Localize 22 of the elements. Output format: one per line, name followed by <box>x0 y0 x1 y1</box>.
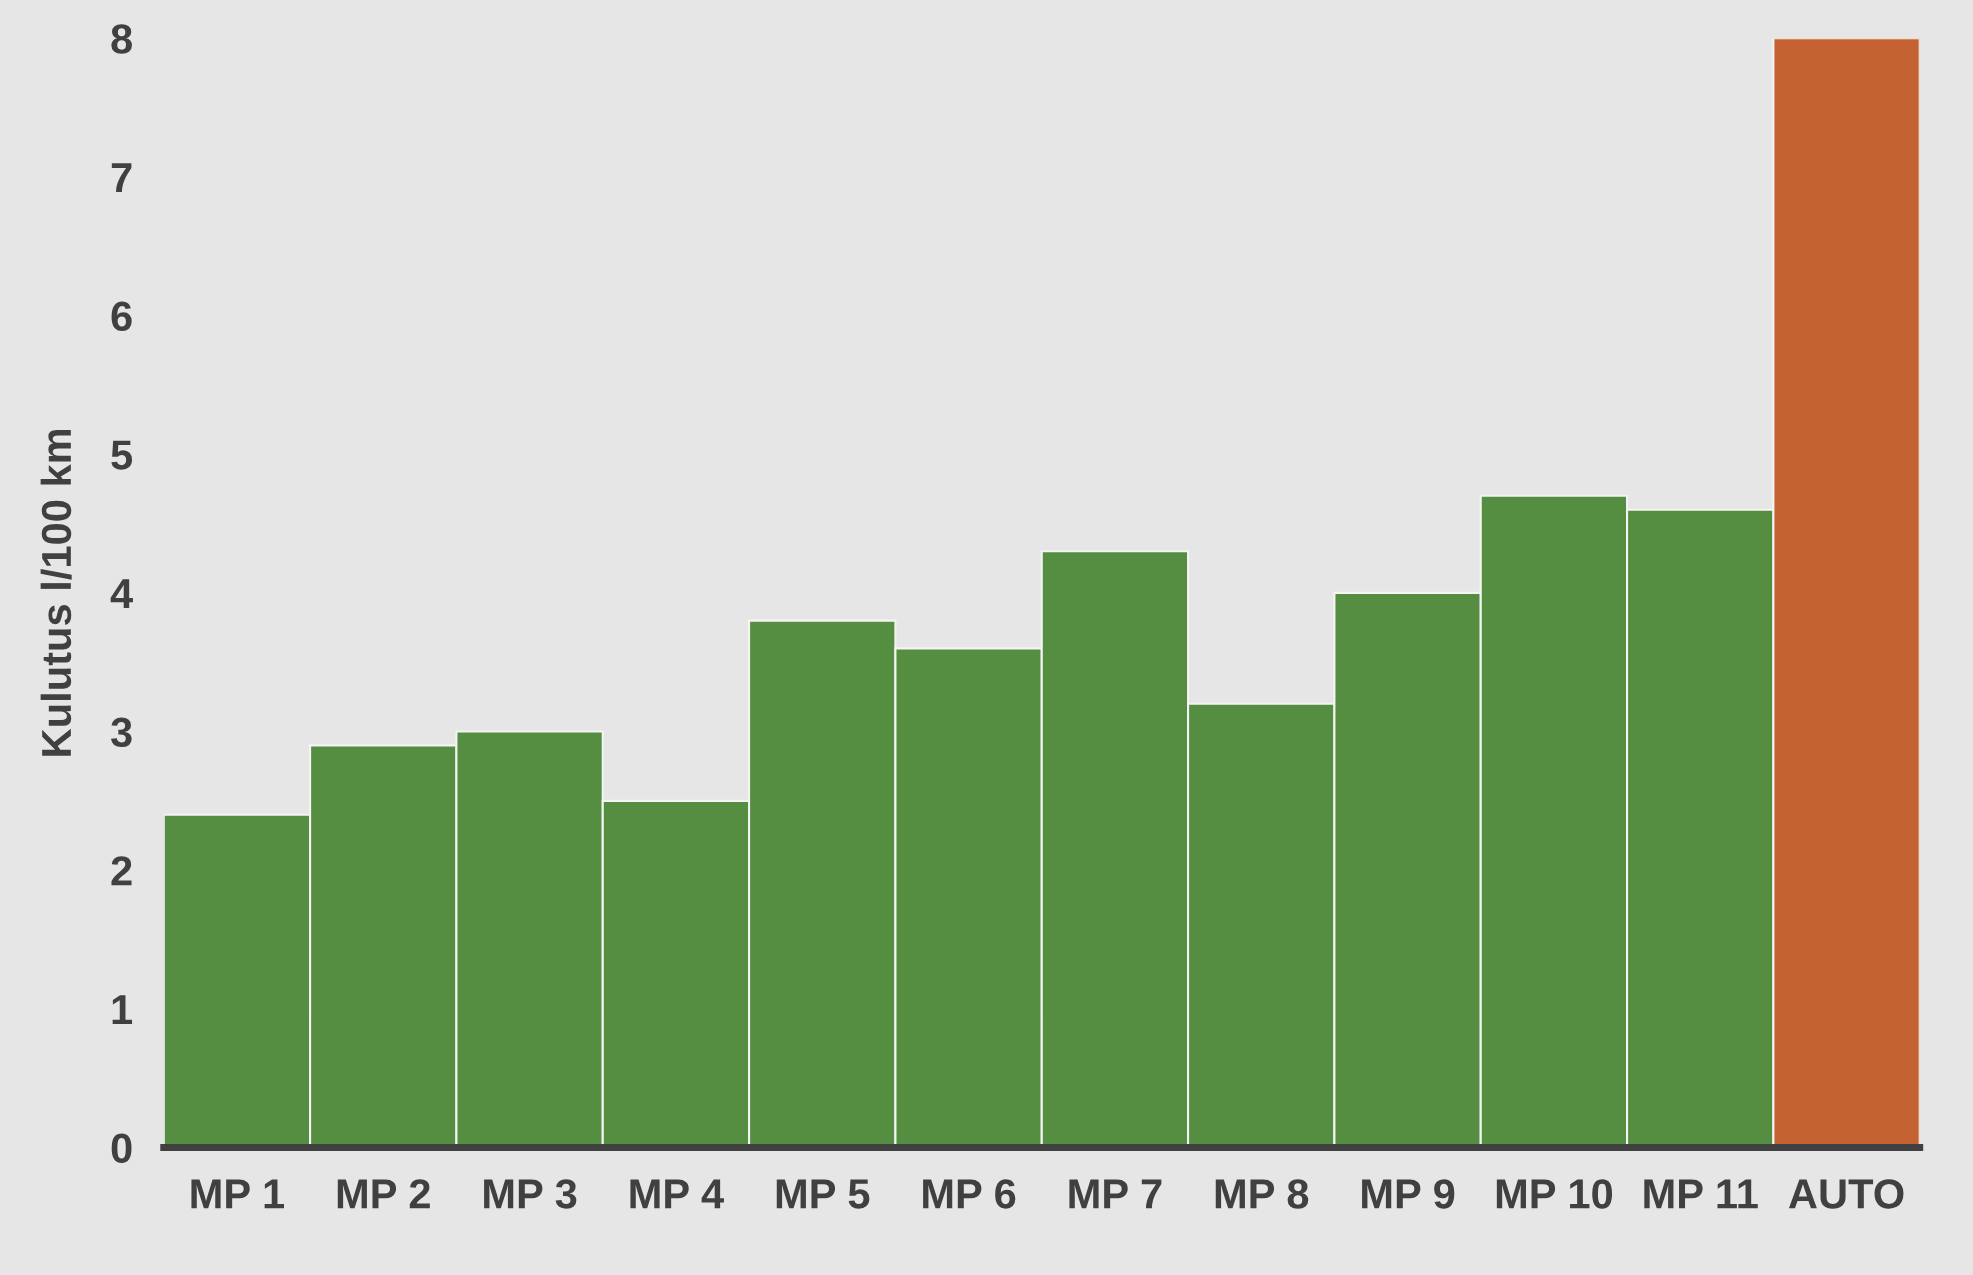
x-tick-label: AUTO <box>1788 1179 1904 1209</box>
y-tick-label: 8 <box>111 24 132 54</box>
x-tick-label: MP 5 <box>776 1179 870 1209</box>
y-tick-label: 7 <box>111 163 132 192</box>
y-tick-label: 3 <box>110 717 132 748</box>
y-tick-label: 0 <box>111 1133 132 1164</box>
x-tick-label: MP 11 <box>1644 1179 1758 1209</box>
x-tick-label: MP 7 <box>1069 1179 1162 1209</box>
x-tick-label: MP 3 <box>484 1179 577 1209</box>
y-tick-label: 6 <box>111 301 132 332</box>
x-tick-label: MP 8 <box>1215 1179 1309 1209</box>
x-tick-label: MP 4 <box>630 1179 724 1209</box>
x-tick-label: MP 10 <box>1496 1179 1613 1209</box>
y-tick-label: 5 <box>111 440 133 470</box>
x-tick-label: MP 2 <box>337 1179 430 1209</box>
x-tick-label: MP 6 <box>923 1179 1016 1209</box>
y-tick-label: 4 <box>110 579 133 608</box>
y-tick-label: 2 <box>111 856 132 886</box>
x-tick-label: MP 1 <box>191 1179 285 1209</box>
y-tick-label: 1 <box>112 995 133 1024</box>
x-tick-label: MP 9 <box>1362 1179 1455 1209</box>
y-axis-title: Kulutus l/100 km <box>40 429 72 756</box>
